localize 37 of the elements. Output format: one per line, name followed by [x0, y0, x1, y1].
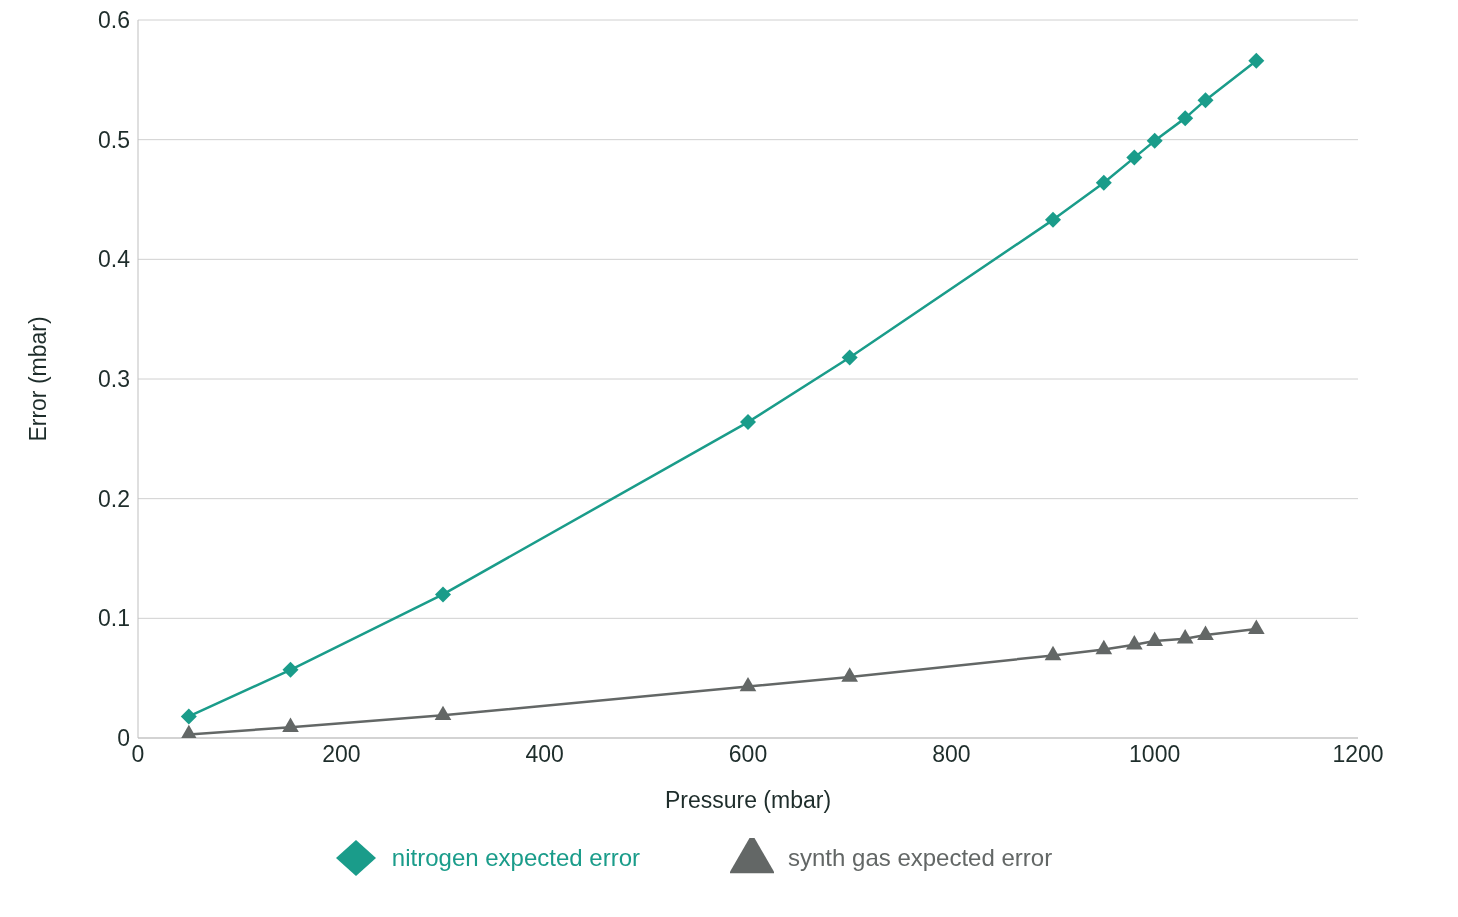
- point: [180, 724, 198, 738]
- point: [1248, 619, 1265, 634]
- point: [434, 705, 452, 721]
- x-tick-label: 400: [525, 741, 564, 768]
- legend-label: nitrogen expected error: [391, 844, 640, 872]
- point: [841, 667, 858, 682]
- x-tick-label: 1000: [1129, 741, 1181, 768]
- point: [1248, 52, 1265, 69]
- point: [739, 676, 757, 692]
- point: [1177, 110, 1194, 127]
- x-tick-label: 600: [728, 741, 768, 768]
- point: [740, 414, 756, 431]
- point: [1126, 635, 1143, 650]
- y-tick-label: 0.4: [98, 246, 131, 273]
- point: [1176, 629, 1194, 644]
- x-axis-title: Pressure (mbar): [664, 787, 832, 813]
- point: [1197, 92, 1214, 109]
- legend-label: synth gas expected error: [788, 844, 1053, 872]
- y-tick-label: 0.1: [98, 605, 130, 632]
- point: [1146, 631, 1163, 646]
- x-tick-label: 1200: [1332, 741, 1384, 768]
- point: [1197, 625, 1214, 640]
- point: [841, 349, 858, 366]
- y-axis-title: Error (mbar): [25, 316, 52, 442]
- point: [1044, 645, 1062, 661]
- y-tick-label: 0.6: [98, 7, 130, 34]
- point: [1095, 639, 1113, 655]
- point: [282, 717, 299, 733]
- point: [1146, 132, 1163, 149]
- y-tick-label: 0.2: [98, 485, 130, 512]
- point: [1126, 149, 1143, 166]
- y-tick-label: 0.3: [98, 366, 130, 393]
- point: [1095, 174, 1112, 191]
- y-tick-label: 0.5: [98, 126, 130, 153]
- x-tick-label: 200: [322, 741, 361, 768]
- x-tick-label: 800: [932, 741, 971, 768]
- point: [1045, 211, 1061, 228]
